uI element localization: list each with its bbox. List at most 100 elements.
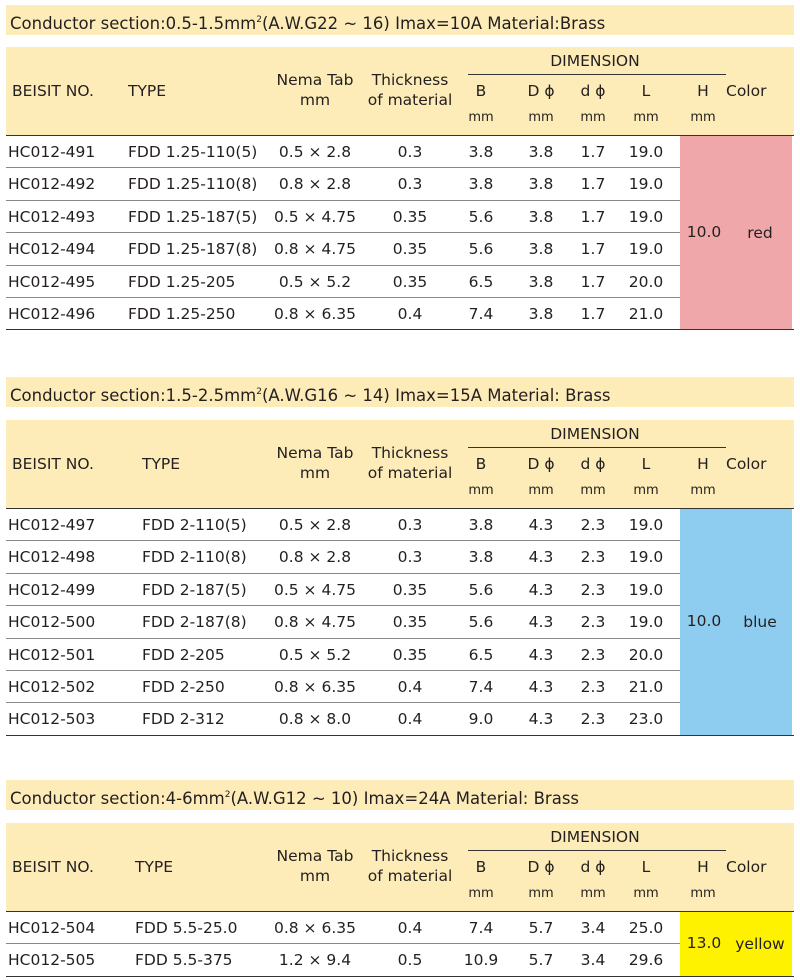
cell-L: 23.0	[628, 710, 664, 729]
header-color: Color	[726, 455, 767, 473]
cell-no: HC012-494	[8, 240, 96, 259]
header-dim-unit: mm	[580, 110, 606, 125]
cell-d: 2.3	[580, 613, 606, 632]
cell-L: 19.0	[628, 143, 664, 161]
cell-d: 2.3	[580, 580, 606, 599]
cell-d: 2.3	[580, 548, 606, 567]
header-dim-unit: mm	[528, 483, 554, 498]
header-thickness: Thickness	[371, 71, 449, 89]
cell-d: 3.4	[580, 919, 606, 937]
cell-type: FDD 2-187(8)	[142, 613, 247, 632]
section-title-superscript: 2	[256, 15, 262, 25]
section-title: Conductor section:4-6mm2(A.W.G12 ~ 10) I…	[6, 780, 794, 810]
header-bottom-rule	[6, 135, 794, 136]
header-dim-unit: mm	[633, 110, 659, 125]
color-block: 10.0 blue	[680, 509, 792, 736]
cell-D: 4.3	[528, 580, 554, 599]
row-divider	[6, 669, 680, 671]
cell-d: 1.7	[580, 305, 606, 323]
cell-tab: 0.5 × 2.8	[278, 143, 352, 161]
header-dimension: DIMENSION	[550, 828, 640, 846]
cell-no: HC012-496	[8, 305, 96, 323]
cell-D: 3.8	[528, 143, 554, 161]
cell-L: 19.0	[628, 613, 664, 632]
header-nema-tab-unit: mm	[299, 91, 331, 109]
table-row: HC012-495 FDD 1.25-205 0.5 × 5.2 0.35 6.5 3.8…	[6, 266, 680, 298]
header-thickness-unit: of material	[367, 867, 453, 885]
header-dim-unit: mm	[690, 110, 716, 125]
cell-tab: 0.8 × 2.8	[278, 175, 352, 194]
cell-type: FDD 2-110(8)	[142, 548, 247, 567]
cell-thick: 0.3	[397, 143, 423, 161]
color-name: yellow	[735, 935, 785, 954]
cell-thick: 0.4	[397, 919, 423, 937]
cell-tab: 0.5 × 5.2	[278, 645, 352, 664]
table-row: HC012-493 FDD 1.25-187(5) 0.5 × 4.75 0.35 5.…	[6, 201, 680, 234]
table-bottom-rule	[6, 734, 794, 736]
row-divider	[6, 572, 680, 574]
cell-thick: 0.4	[397, 710, 423, 729]
row-divider	[6, 232, 680, 234]
cell-D: 3.8	[528, 240, 554, 259]
header-dim-unit: mm	[528, 886, 554, 901]
cell-no: HC012-502	[8, 678, 96, 696]
cell-tab: 0.8 × 2.8	[278, 548, 352, 567]
header-dim-d: d ϕ	[580, 858, 606, 876]
cell-no: HC012-501	[8, 645, 96, 664]
cell-L: 20.0	[628, 272, 664, 291]
cell-thick: 0.35	[392, 240, 428, 259]
cell-no: HC012-497	[8, 516, 96, 534]
cell-tab: 0.5 × 5.2	[278, 272, 352, 291]
table-row: HC012-504 FDD 5.5-25.0 0.8 × 6.35 0.4 7.4 5.7…	[6, 912, 680, 945]
header-dim-b: B	[475, 82, 487, 100]
header-nema-tab: Nema Tab	[276, 444, 354, 462]
cell-D: 3.8	[528, 175, 554, 194]
section-title-text: Conductor section:0.5-1.5mm	[10, 14, 257, 33]
cell-type: FDD 2-110(5)	[142, 516, 247, 534]
row-divider	[6, 199, 680, 201]
section-title-spec: (A.W.G22 ~ 16) Imax=10A Material:Brass	[261, 14, 606, 33]
cell-b: 5.6	[468, 207, 494, 226]
cell-thick: 0.35	[392, 580, 428, 599]
cell-type: FDD 1.25-205	[128, 272, 236, 291]
header-dim-unit: mm	[690, 483, 716, 498]
header-dim-d: D ϕ	[527, 455, 555, 473]
row-divider	[6, 264, 680, 266]
header-dim-d: d ϕ	[580, 82, 606, 100]
cell-L: 21.0	[628, 678, 664, 696]
table-bottom-rule	[6, 329, 794, 331]
cell-D: 4.3	[528, 613, 554, 632]
header-color: Color	[726, 858, 767, 876]
dimension-divider	[468, 850, 726, 851]
cell-b: 6.5	[468, 272, 494, 291]
header-dim-d: d ϕ	[580, 455, 606, 473]
cell-L: 19.0	[628, 580, 664, 599]
cell-type: FDD 2-187(5)	[142, 580, 247, 599]
cell-thick: 0.3	[397, 175, 423, 194]
color-name: blue	[743, 613, 777, 632]
cell-no: HC012-493	[8, 207, 96, 226]
header-beisit-no: BEISIT NO.	[12, 455, 94, 473]
header-thickness-unit: of material	[367, 464, 453, 482]
section-title-superscript: 2	[256, 387, 262, 397]
cell-b: 5.6	[468, 613, 494, 632]
header-dim-h: H	[697, 82, 709, 100]
cell-tab: 0.8 × 8.0	[278, 710, 352, 729]
row-divider	[6, 702, 680, 704]
header-type: TYPE	[128, 82, 167, 100]
cell-L: 21.0	[628, 305, 664, 323]
table-row: HC012-500 FDD 2-187(8) 0.8 × 4.75 0.35 5.6 4.…	[6, 606, 680, 639]
cell-b: 3.8	[468, 548, 494, 567]
header-dim-l: L	[641, 455, 651, 473]
cell-d: 2.3	[580, 645, 606, 664]
section-title-superscript: 2	[224, 790, 231, 800]
section-title: Conductor section:0.5-1.5mm2(A.W.G22 ~ 1…	[6, 5, 794, 35]
header-dim-d: D ϕ	[527, 82, 555, 100]
row-divider	[6, 296, 680, 298]
header-dim-d: D ϕ	[527, 858, 555, 876]
dimension-divider	[468, 74, 726, 75]
header-bottom-rule	[6, 911, 794, 912]
header-dimension: DIMENSION	[550, 425, 640, 443]
cell-tab: 0.5 × 4.75	[273, 207, 356, 226]
header-beisit-no: BEISIT NO.	[12, 858, 94, 876]
